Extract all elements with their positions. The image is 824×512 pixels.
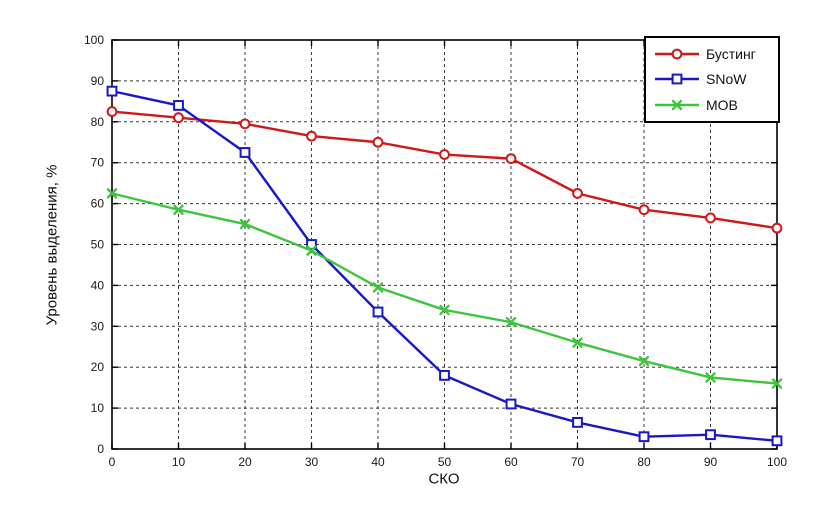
- x-tick-label: 70: [571, 455, 585, 469]
- legend: Бустинг SNoW МОВ: [644, 36, 780, 123]
- legend-label: Бустинг: [706, 45, 756, 62]
- legend-item-boosting: Бустинг: [654, 46, 774, 62]
- x-tick-label: 20: [238, 455, 252, 469]
- x-tick-label: 50: [438, 455, 452, 469]
- mob-x-marker-icon: [654, 98, 700, 112]
- y-tick-label: 0: [97, 442, 104, 456]
- x-tick-label: 40: [371, 455, 385, 469]
- y-tick-label: 40: [91, 278, 105, 292]
- y-tick-label: 80: [91, 115, 105, 129]
- y-tick-label: 10: [91, 401, 105, 415]
- legend-label: SNoW: [706, 71, 747, 88]
- y-tick-label: 90: [91, 74, 105, 88]
- y-tick-label: 50: [91, 238, 105, 252]
- x-tick-label: 0: [109, 455, 116, 469]
- y-tick-label: 20: [91, 360, 105, 374]
- x-tick-label: 90: [704, 455, 718, 469]
- y-tick-label: 60: [91, 197, 105, 211]
- x-axis-title: СКО: [428, 470, 460, 488]
- x-tick-label: 10: [172, 455, 186, 469]
- legend-label: МОВ: [706, 97, 738, 114]
- x-tick-label: 60: [504, 455, 518, 469]
- snow-square-marker-icon: [654, 72, 700, 86]
- x-tick-label: 100: [767, 455, 787, 469]
- x-tick-label: 80: [637, 455, 651, 469]
- boosting-circle-marker-icon: [654, 47, 700, 61]
- legend-item-mob: МОВ: [654, 97, 774, 113]
- y-tick-label: 70: [91, 156, 105, 170]
- y-tick-label: 30: [91, 319, 105, 333]
- legend-item-snow: SNoW: [654, 71, 774, 87]
- x-tick-label: 30: [305, 455, 319, 469]
- y-axis-title: Уровень выделения, %: [43, 164, 61, 326]
- y-tick-label: 100: [84, 33, 104, 47]
